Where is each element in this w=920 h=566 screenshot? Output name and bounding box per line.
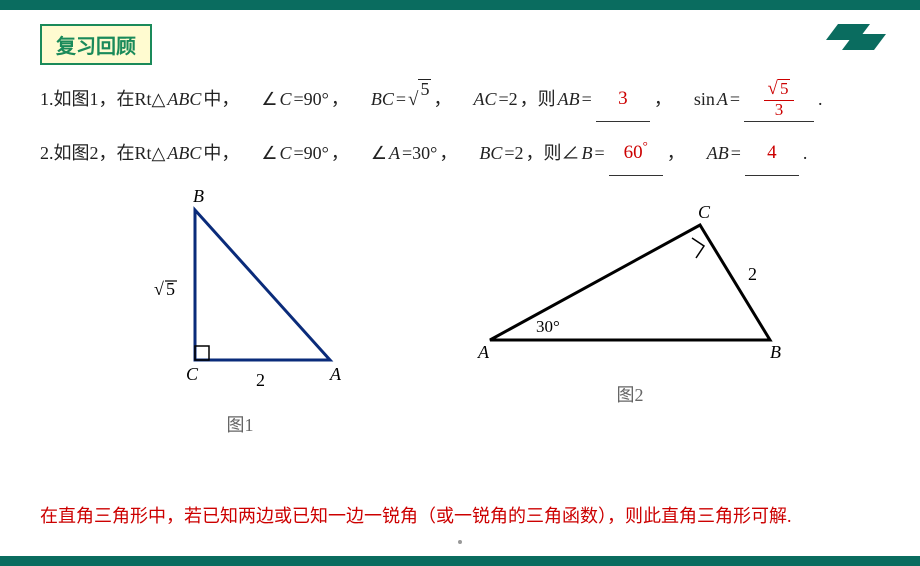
- p2-eq30: =30°: [402, 134, 437, 174]
- fig2-B: B: [770, 342, 781, 362]
- fig1-B: B: [193, 186, 204, 206]
- p2-angC: ∠: [261, 134, 277, 174]
- p2-lead: 2.如图2，在Rt△: [40, 134, 165, 174]
- figure-2: A B C 30° 2 图2: [470, 180, 790, 437]
- p2-bc-lbl: BC: [479, 134, 502, 174]
- p1-c: C: [280, 80, 292, 120]
- p2-eq90: =90°: [294, 134, 329, 174]
- fig2-label: 图2: [470, 381, 790, 407]
- p1-eq: =: [396, 80, 406, 120]
- p2-ab-lbl: AB: [707, 134, 729, 174]
- p1-ab-lbl: AB: [558, 80, 580, 120]
- p1-comma3: ，则: [520, 80, 556, 120]
- p1-angC: ∠: [261, 80, 277, 120]
- p2-b: B: [582, 134, 593, 174]
- p2-comma3: ，则∠: [526, 134, 580, 174]
- p2-ab-answer: 4: [745, 132, 799, 176]
- content-area: 1.如图1，在Rt△ ABC 中， ∠ C =90° ， BC = √5 ， A…: [40, 78, 890, 176]
- fig1-label: 图1: [130, 411, 350, 437]
- p2-abc: ABC: [167, 134, 201, 174]
- p1-sinA-lbl: sin: [694, 80, 715, 120]
- review-title-box: 复习回顾: [40, 24, 152, 65]
- p1-abc: ABC: [167, 80, 201, 120]
- conclusion-text: 在直角三角形中，若已知两边或已知一边一锐角（或一锐角的三角函数），则此直角三角形…: [40, 502, 890, 528]
- fig2-angle-A: 30°: [536, 317, 560, 336]
- p2-period: .: [803, 134, 808, 174]
- p2-comma4: ，: [667, 134, 685, 174]
- p1-bc-lbl: BC: [371, 80, 394, 120]
- fig1-side-ca: 2: [256, 370, 265, 390]
- p1-sinA-answer: √5 3: [744, 78, 814, 122]
- p1-comma4: ，: [654, 80, 672, 120]
- p1-comma2: ，: [433, 80, 451, 120]
- p1-ac-eq: =2: [499, 80, 518, 120]
- p1-ac-lbl: AC: [473, 80, 496, 120]
- bottom-bar: [0, 556, 920, 566]
- p2-a: A: [389, 134, 400, 174]
- p1-lead: 1.如图1，在Rt△: [40, 80, 165, 120]
- p1-period: .: [818, 80, 823, 120]
- p1-sqrt5: √5: [408, 79, 431, 121]
- p2-comma1: ，: [331, 134, 349, 174]
- p1-comma1: ，: [331, 80, 349, 120]
- p2-b-answer: 60°: [609, 132, 663, 176]
- figures-area: B C A √ 5 2 图1 A B C 30° 2 图2: [0, 180, 920, 437]
- p1-eq90: =90°: [294, 80, 329, 120]
- review-title: 复习回顾: [56, 36, 136, 58]
- top-bar: [0, 0, 920, 10]
- svg-text:√: √: [154, 279, 164, 299]
- fig2-A: A: [477, 342, 490, 362]
- p2-bc-eq: =2: [504, 134, 523, 174]
- p2-c: C: [280, 134, 292, 174]
- p2-angA: ∠: [371, 134, 387, 174]
- logo-parallelograms: [820, 18, 890, 63]
- problem-1: 1.如图1，在Rt△ ABC 中， ∠ C =90° ， BC = √5 ， A…: [40, 78, 890, 122]
- p2-mid1: 中，: [203, 134, 239, 174]
- p1-sinA-eq: =: [730, 80, 740, 120]
- p2-comma2: ，: [439, 134, 457, 174]
- fig1-C: C: [186, 364, 199, 384]
- page-dot: [458, 540, 462, 544]
- problem-2: 2.如图2，在Rt△ ABC 中， ∠ C =90° ， ∠ A =30° ， …: [40, 132, 890, 176]
- fig1-side-bc: 5: [166, 279, 175, 299]
- fig1-A: A: [329, 364, 342, 384]
- p1-sinA-var: A: [717, 80, 728, 120]
- fig2-side-cb: 2: [748, 264, 757, 284]
- fig2-C: C: [698, 202, 711, 222]
- figure-1: B C A √ 5 2 图1: [130, 180, 350, 437]
- p1-mid1: 中，: [203, 80, 239, 120]
- p1-ab-answer: 3: [596, 78, 650, 122]
